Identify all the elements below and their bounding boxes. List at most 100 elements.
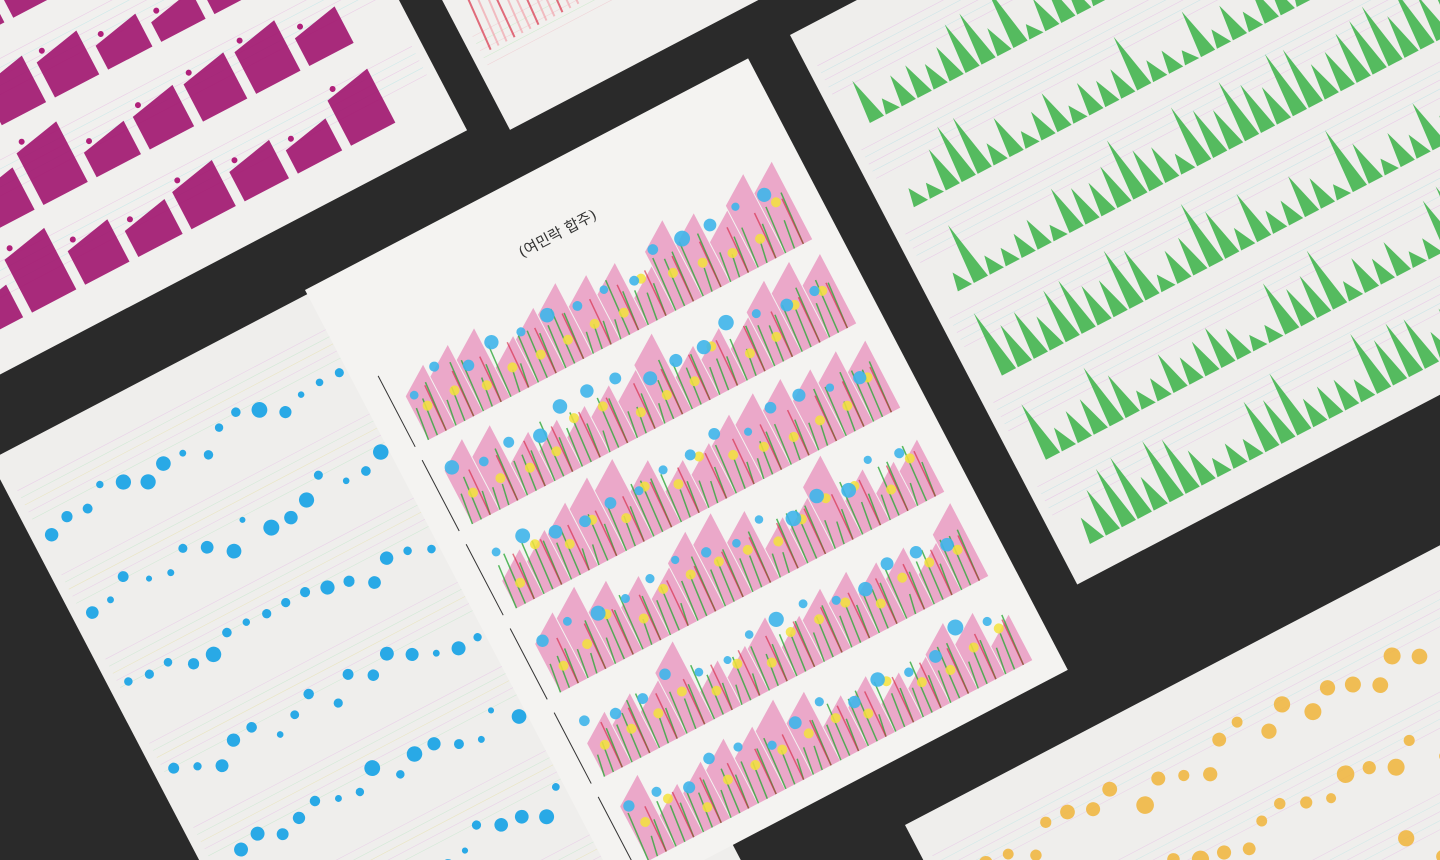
blue-note xyxy=(814,697,824,707)
red-stroke xyxy=(721,551,744,598)
yellow-note xyxy=(814,614,825,625)
blue-note xyxy=(140,474,156,490)
green-stroke xyxy=(709,366,721,396)
yellow-note xyxy=(945,664,956,675)
green-stroke xyxy=(733,458,746,489)
green-spike xyxy=(986,143,1008,166)
green-spike xyxy=(1161,439,1200,494)
blue-note xyxy=(361,466,371,476)
green-spike xyxy=(937,126,976,183)
blue-note xyxy=(279,406,292,419)
green-spike xyxy=(1293,0,1311,8)
red-stroke xyxy=(594,510,618,557)
yellow-note xyxy=(924,557,935,568)
green-stroke xyxy=(663,258,686,307)
green-spike xyxy=(1110,69,1136,99)
staff-line xyxy=(824,0,1440,81)
red-stroke xyxy=(781,198,805,245)
blue-note xyxy=(124,677,133,686)
blue-note xyxy=(451,641,466,656)
green-spike xyxy=(1100,166,1132,208)
green-spike xyxy=(1430,331,1440,361)
blue-note xyxy=(515,528,531,544)
staff-line xyxy=(1052,172,1440,516)
blue-note xyxy=(405,647,419,661)
green-spike xyxy=(1352,143,1383,184)
red-stroke xyxy=(797,296,821,343)
red-stroke xyxy=(814,395,838,442)
green-stroke xyxy=(908,593,917,615)
green-stroke xyxy=(576,648,589,679)
row-bar xyxy=(597,796,636,860)
blue-note xyxy=(239,516,246,523)
red-stroke xyxy=(869,366,893,413)
blue-note xyxy=(427,544,436,554)
staff-line xyxy=(973,573,1440,860)
red-stroke xyxy=(699,777,722,824)
yellow-note xyxy=(1191,850,1210,860)
red-stroke xyxy=(929,549,953,596)
green-spike xyxy=(1000,325,1033,368)
blue-note xyxy=(634,486,644,496)
blue-note xyxy=(242,618,251,626)
yellow-note xyxy=(803,728,814,739)
yellow-note xyxy=(1256,815,1268,827)
green-stroke xyxy=(716,559,735,602)
green-stroke xyxy=(720,789,732,818)
green-stroke xyxy=(650,835,659,857)
blue-note xyxy=(342,477,350,485)
staff-line xyxy=(472,0,810,37)
staff-line xyxy=(0,0,329,133)
blue-note xyxy=(683,781,696,794)
red-stroke xyxy=(775,522,799,569)
green-stroke xyxy=(815,302,831,338)
green-spike xyxy=(1103,250,1144,309)
green-spike xyxy=(1242,438,1264,461)
green-stroke xyxy=(873,681,897,732)
yellow-note xyxy=(1151,771,1166,786)
yellow-note xyxy=(727,248,738,259)
yellow-note xyxy=(904,453,915,464)
yellow-note xyxy=(635,407,646,418)
dot xyxy=(69,236,76,243)
green-spike xyxy=(1280,200,1304,226)
blue-note xyxy=(904,667,914,677)
blue-note xyxy=(178,543,188,553)
magenta-shape xyxy=(229,139,290,202)
red-stroke xyxy=(891,676,915,723)
red-stroke xyxy=(913,450,937,497)
green-stroke xyxy=(627,411,639,439)
green-spike xyxy=(1288,176,1320,218)
blue-note xyxy=(373,444,389,460)
blue-note xyxy=(848,695,861,709)
green-spike xyxy=(1299,275,1332,319)
red-stroke xyxy=(726,227,750,273)
blue-note xyxy=(788,716,802,730)
green-stroke xyxy=(909,482,919,506)
yellow-note xyxy=(422,400,433,411)
yellow-note xyxy=(728,449,739,460)
yellow-note xyxy=(1030,849,1042,860)
green-spike xyxy=(1264,53,1308,117)
yellow-note xyxy=(599,739,610,750)
yellow-note xyxy=(685,569,696,580)
red-stroke xyxy=(682,678,706,725)
green-spike xyxy=(1096,80,1120,108)
blue-note xyxy=(580,384,594,398)
blue-note xyxy=(647,244,659,255)
red-stroke xyxy=(534,327,557,374)
green-spike xyxy=(993,117,1024,158)
green-spike xyxy=(1088,182,1116,217)
yellow-note xyxy=(621,513,632,524)
green-spike xyxy=(1412,103,1440,151)
blue-note xyxy=(290,710,300,720)
green-spike xyxy=(1095,468,1137,528)
green-spike xyxy=(908,188,929,208)
blue-note xyxy=(262,609,272,619)
green-stroke xyxy=(915,561,935,605)
green-spike xyxy=(1013,311,1048,359)
magenta-shape xyxy=(83,120,141,178)
blue-note xyxy=(909,545,923,559)
green-spike xyxy=(1422,200,1440,252)
staff-line xyxy=(0,0,333,140)
